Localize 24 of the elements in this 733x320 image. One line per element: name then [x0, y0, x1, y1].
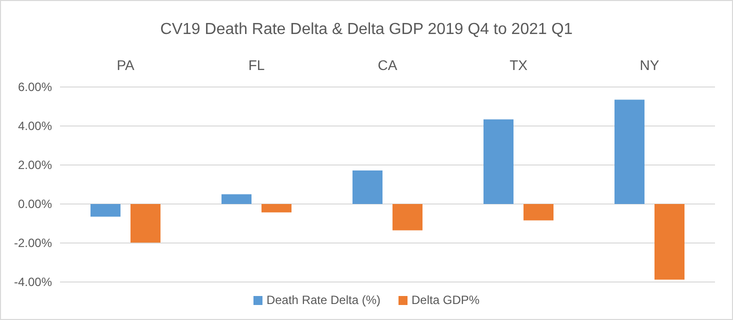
y-tick-label: -2.00%: [14, 236, 52, 250]
bar: [130, 204, 160, 243]
x-tick-label: TX: [510, 57, 528, 73]
bar: [352, 170, 382, 204]
y-tick-label: 4.00%: [18, 118, 52, 133]
bar: [90, 204, 120, 217]
legend-label: Delta GDP%: [412, 293, 480, 307]
bar: [614, 100, 644, 204]
chart-title: CV19 Death Rate Delta & Delta GDP 2019 Q4 to 2021 Q1: [160, 21, 573, 38]
x-tick-label: NY: [640, 57, 660, 73]
bar: [262, 204, 292, 212]
bar: [524, 204, 554, 220]
bar: [392, 204, 422, 230]
y-tick-label: 0.00%: [18, 196, 52, 211]
y-tick-label: -4.00%: [14, 274, 52, 289]
y-tick-label: 6.00%: [18, 80, 52, 94]
x-tick-label: FL: [248, 57, 265, 73]
y-tick-label: 2.00%: [18, 158, 52, 172]
bar: [222, 194, 252, 204]
bar: [484, 119, 514, 204]
legend-label: Death Rate Delta (%): [266, 293, 381, 307]
bar: [654, 204, 684, 280]
x-tick-label: CA: [378, 57, 398, 73]
x-tick-label: PA: [116, 57, 135, 73]
